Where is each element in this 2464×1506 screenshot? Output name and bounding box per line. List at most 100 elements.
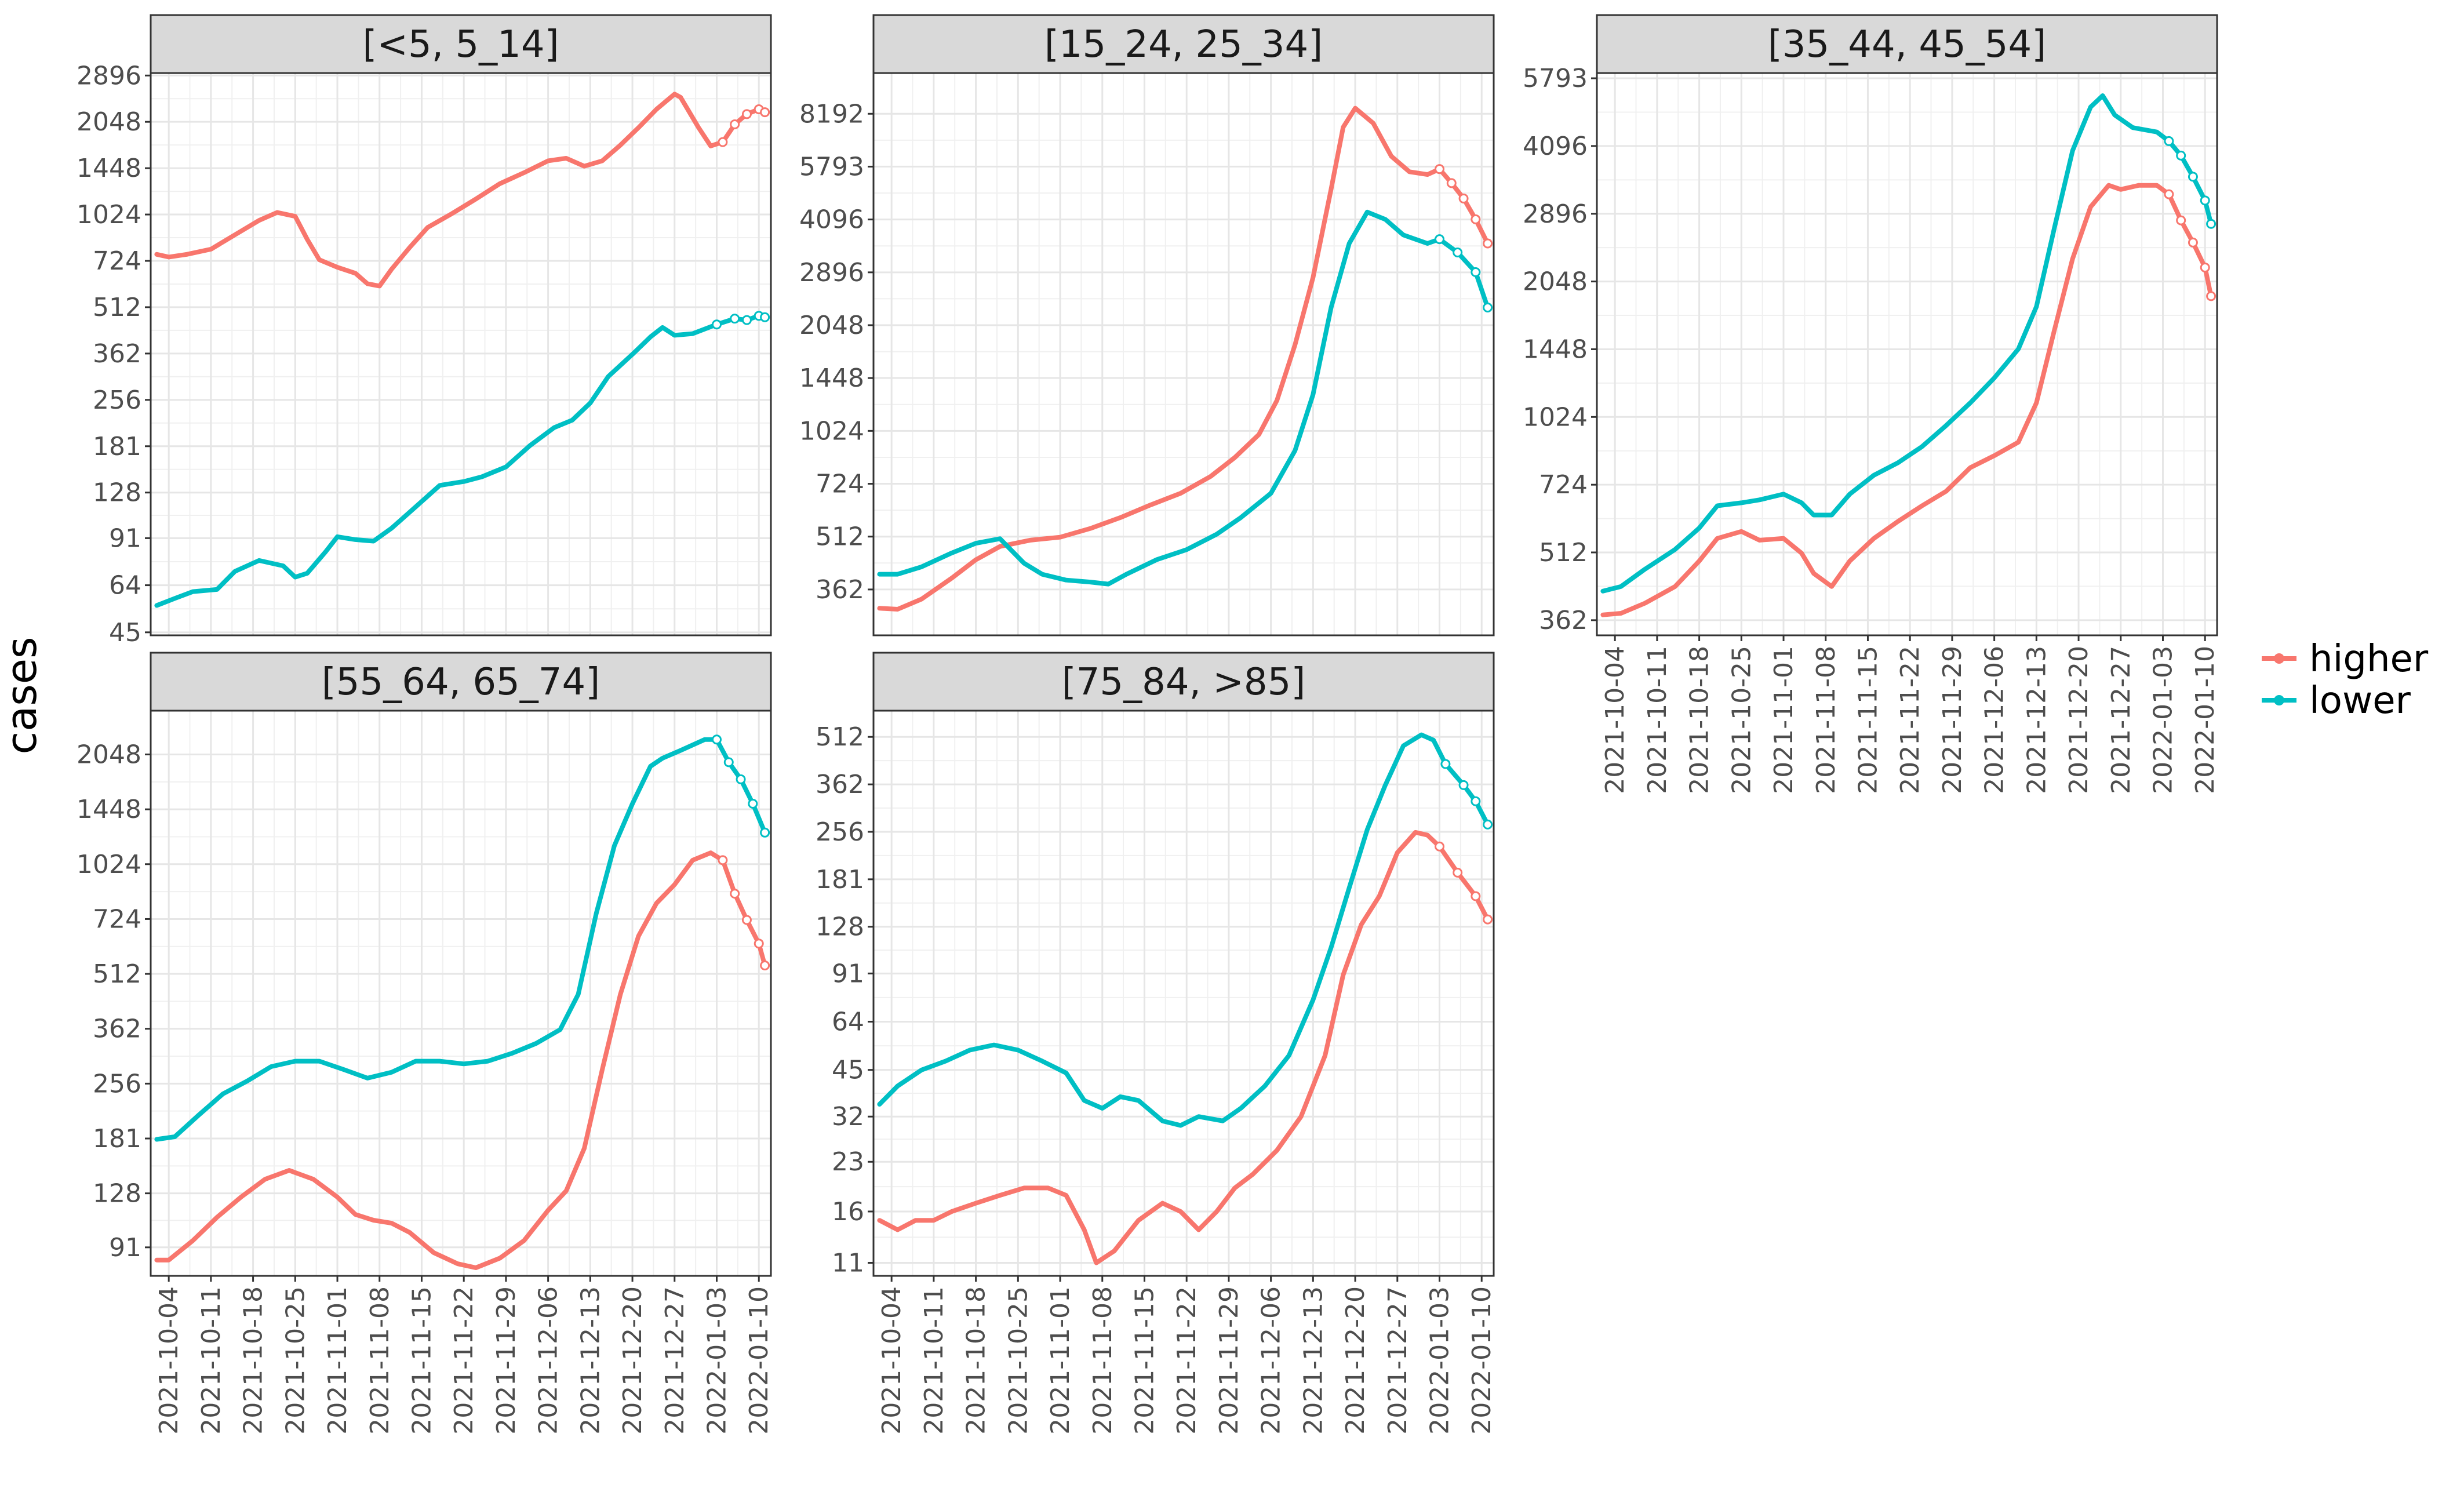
x-tick-label: 2021-12-06 (534, 1286, 563, 1435)
data-point-higher (730, 119, 740, 129)
x-tick-label: 2022-01-10 (2190, 646, 2220, 794)
y-tick-label: 362 (816, 770, 864, 799)
data-point-lower (730, 314, 740, 324)
x-tick-label: 2021-11-15 (1853, 646, 1883, 794)
x-tick-label: 2022-01-03 (703, 1286, 732, 1435)
y-tick-label: 512 (816, 722, 864, 752)
panel-5-5-14: [<5, 5_14] 45 64 91 128 181 256 362 512 724 1024 14… (77, 14, 772, 647)
grid (151, 73, 771, 635)
data-point-lower (1458, 780, 1469, 790)
x-tick-label: 2021-11-29 (1938, 646, 1967, 794)
series-line-lower (154, 313, 767, 608)
grid (873, 711, 1494, 1276)
data-point-lower (1483, 819, 1493, 830)
x-tick-label: 2022-01-03 (2149, 646, 2178, 794)
y-tick-label: 45 (109, 618, 141, 647)
legend-label: higher (2309, 638, 2429, 681)
y-tick-label: 724 (816, 470, 864, 499)
y-tick-label: 91 (832, 959, 864, 988)
panel-75-84-85: [75_84, >85] 11 16 23 32 45 64 91 128 181 256 362 51… (816, 652, 1497, 1435)
x-tick-label: 2021-10-25 (1727, 646, 1756, 794)
data-point-higher (1453, 867, 1463, 878)
panel-strip (872, 652, 1495, 712)
x-tick-label: 2021-11-22 (449, 1286, 479, 1435)
x-tick-label: 2021-10-18 (239, 1286, 268, 1435)
y-tick-label: 45 (832, 1056, 864, 1085)
legend-item-lower: lower (2262, 679, 2411, 722)
x-tick-label: 2021-12-27 (1383, 1286, 1413, 1435)
data-point-lower (1453, 247, 1463, 257)
x-tick-label: 2022-01-03 (1425, 1286, 1455, 1435)
panel-strip (872, 14, 1495, 74)
y-tick-label: 128 (93, 1179, 141, 1209)
x-tick-label: 2021-10-11 (1643, 646, 1672, 794)
data-point-higher (1435, 164, 1445, 174)
y-tick-label: 128 (93, 478, 141, 508)
y-tick-label: 362 (93, 339, 141, 369)
y-tick-label: 181 (93, 432, 141, 461)
data-point-lower (1483, 302, 1493, 312)
x-tick-label: 2021-12-27 (660, 1286, 690, 1435)
panel-title: [<5, 5_14] (362, 23, 559, 66)
y-tick-label: 2896 (799, 258, 864, 288)
x-tick-label: 2021-12-13 (576, 1286, 605, 1435)
y-axis-title: cases (0, 636, 46, 754)
data-point-higher (1471, 214, 1481, 224)
y-tick-label: 91 (109, 523, 141, 553)
series-line-lower (1600, 93, 2214, 594)
panels-group: [<5, 5_14] 45 64 91 128 181 256 362 512 724 1024 14… (77, 14, 2220, 1435)
x-tick-label: 2021-11-01 (1046, 1286, 1075, 1435)
y-tick-label: 724 (93, 904, 141, 934)
legend-key-point (2274, 653, 2284, 664)
x-tick-label: 2021-12-06 (1257, 1286, 1286, 1435)
series-line-lower (877, 732, 1490, 1128)
panel-strip (1596, 14, 2218, 74)
data-point-lower (2200, 195, 2210, 206)
x-tick-label: 2022-01-10 (1467, 1286, 1497, 1435)
data-point-higher (741, 915, 752, 925)
x-tick-label: 2021-10-25 (1003, 1286, 1033, 1435)
data-point-higher (2188, 237, 2198, 248)
x-tick-label: 2021-11-15 (407, 1286, 436, 1435)
y-tick-label: 1448 (799, 363, 864, 393)
x-tick-label: 2021-12-20 (2064, 646, 2094, 794)
grid (1597, 73, 2217, 635)
y-tick-label: 362 (93, 1014, 141, 1044)
data-point-lower (1435, 234, 1445, 245)
y-tick-label: 512 (1539, 538, 1588, 568)
y-tick-label: 724 (93, 246, 141, 276)
data-point-higher (1483, 914, 1493, 925)
x-tick-label: 2022-01-10 (744, 1286, 774, 1435)
y-tick-label: 5793 (799, 152, 864, 181)
y-tick-label: 2896 (77, 61, 141, 90)
panel-border (1596, 72, 2218, 636)
data-point-higher (2176, 215, 2186, 225)
x-tick-label: 2021-11-08 (1088, 1286, 1118, 1435)
y-tick-label: 64 (832, 1007, 864, 1036)
series-line-higher (1600, 183, 2214, 617)
y-tick-label: 256 (93, 385, 141, 415)
data-point-higher (1471, 891, 1481, 901)
data-point-higher (1446, 178, 1457, 188)
data-point-higher (718, 137, 728, 147)
y-tick-label: 256 (93, 1069, 141, 1098)
data-point-higher (741, 109, 752, 119)
y-tick-label: 1448 (77, 154, 141, 183)
panel-background (1597, 73, 2217, 635)
x-tick-label: 2021-10-04 (1600, 646, 1630, 794)
data-point-lower (748, 799, 758, 809)
x-tick-label: 2021-11-01 (323, 1286, 352, 1435)
data-point-higher (1483, 238, 1493, 249)
y-tick-label: 1448 (1523, 334, 1588, 364)
legend-item-higher: higher (2262, 638, 2429, 681)
y-tick-label: 362 (1539, 606, 1588, 635)
data-point-lower (2206, 219, 2216, 229)
x-tick-label: 2021-12-13 (1298, 1286, 1328, 1435)
series-line-higher (877, 830, 1490, 1265)
grid (151, 711, 771, 1276)
data-point-higher (1458, 193, 1469, 203)
data-point-lower (1471, 796, 1481, 806)
series-line-higher (154, 850, 767, 1270)
